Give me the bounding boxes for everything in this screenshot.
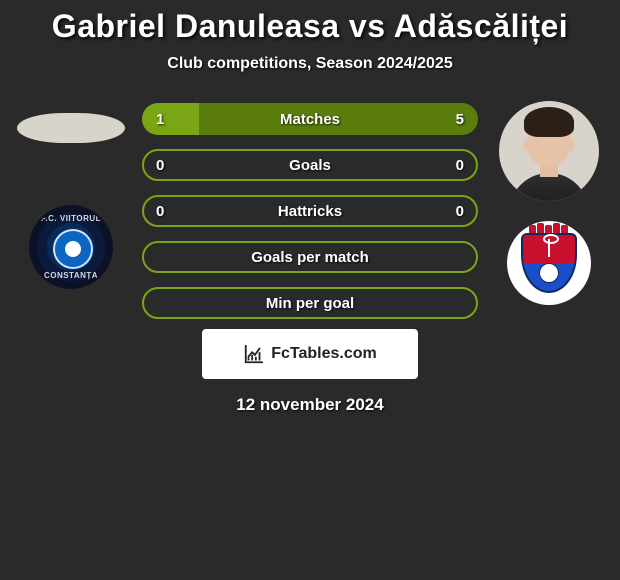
stat-value-right: 0 [456,203,464,220]
club-badge-right [507,221,591,305]
page-title: Gabriel Danuleasa vs Adăscăliței [0,8,620,45]
brand-text: FcTables.com [271,345,377,363]
comparison-card: Gabriel Danuleasa vs Adăscăliței Club co… [0,0,620,415]
chart-icon [243,343,265,365]
stat-label: Matches [142,111,478,128]
club-badge-left: F.C. VIITORUL CONSTANȚA [29,205,113,289]
player-photo-right [499,101,599,201]
stat-label: Goals [142,157,478,174]
right-side [484,101,614,319]
subtitle: Club competitions, Season 2024/2025 [0,55,620,73]
brand-badge: FcTables.com [202,329,418,379]
stat-value-right: 5 [456,111,464,128]
player-photo-left [17,113,125,143]
main-area: F.C. VIITORUL CONSTANȚA 1Matches50Goals0… [0,101,620,319]
stat-row: 0Goals0 [142,149,478,181]
stat-label: Min per goal [142,295,478,312]
stat-label: Hattricks [142,203,478,220]
stat-value-right: 0 [456,157,464,174]
stat-row: Min per goal [142,287,478,319]
date-text: 12 november 2024 [0,395,620,415]
stat-row: 1Matches5 [142,103,478,135]
stat-row: Goals per match [142,241,478,273]
stats-column: 1Matches50Goals00Hattricks0Goals per mat… [136,101,484,319]
stat-row: 0Hattricks0 [142,195,478,227]
stat-label: Goals per match [142,249,478,266]
left-side: F.C. VIITORUL CONSTANȚA [6,101,136,319]
